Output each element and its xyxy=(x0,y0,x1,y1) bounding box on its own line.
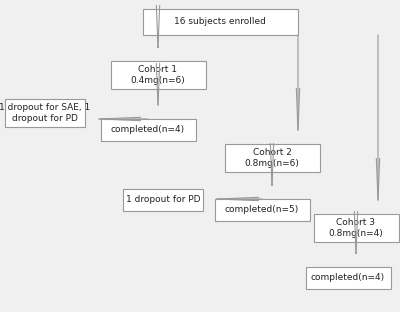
Bar xyxy=(306,267,390,289)
Bar xyxy=(123,189,203,211)
Text: Cohort 1
0.4mg(n=6): Cohort 1 0.4mg(n=6) xyxy=(131,65,185,85)
Bar xyxy=(110,61,206,89)
Bar xyxy=(224,144,320,172)
Bar xyxy=(314,214,398,242)
Text: 1 dropout for PD: 1 dropout for PD xyxy=(126,196,200,204)
Text: Cohort 3
0.8mg(n=4): Cohort 3 0.8mg(n=4) xyxy=(329,218,383,238)
Text: Cohort 2
0.8mg(n=6): Cohort 2 0.8mg(n=6) xyxy=(244,148,300,168)
Text: 16 subjects enrolled: 16 subjects enrolled xyxy=(174,17,266,27)
Text: completed(n=4): completed(n=4) xyxy=(111,125,185,134)
Text: 1 dropout for SAE, 1
dropout for PD: 1 dropout for SAE, 1 dropout for PD xyxy=(0,103,91,123)
Text: completed(n=4): completed(n=4) xyxy=(311,274,385,282)
Bar xyxy=(214,199,310,221)
Bar xyxy=(142,9,298,35)
Bar xyxy=(5,99,85,127)
Text: completed(n=5): completed(n=5) xyxy=(225,206,299,215)
Bar xyxy=(100,119,196,141)
